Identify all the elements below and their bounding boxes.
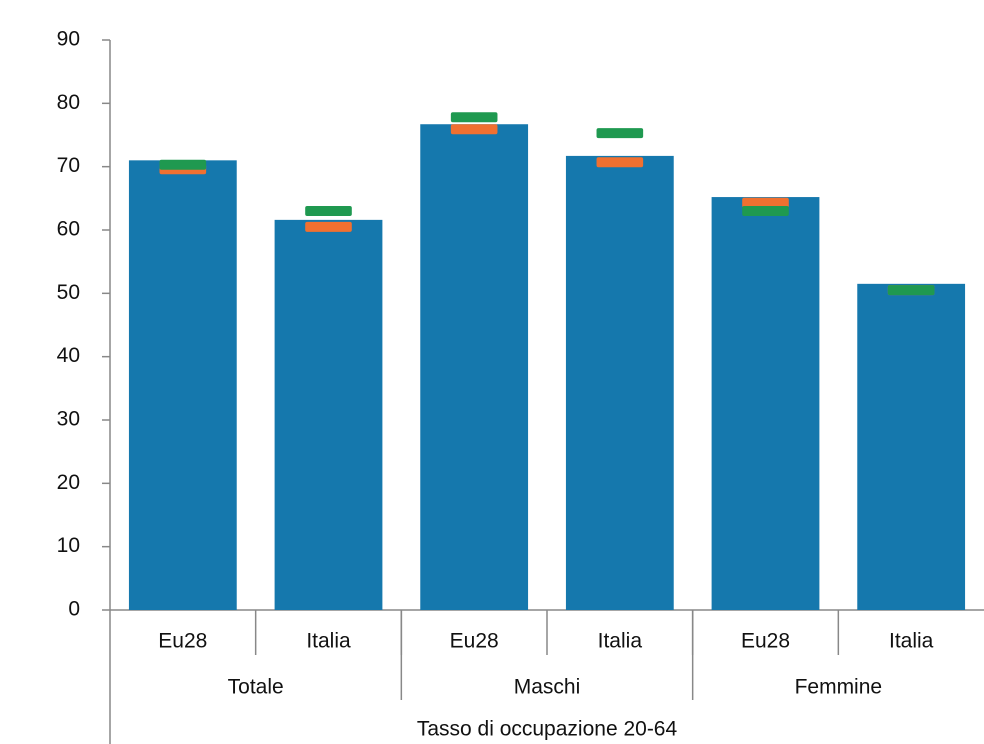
group-label: Maschi <box>514 676 581 699</box>
x-tick-label: Italia <box>306 630 351 653</box>
marker <box>450 112 498 123</box>
marker <box>159 159 207 170</box>
y-tick-label: 40 <box>57 344 80 367</box>
y-tick-label: 70 <box>57 154 80 177</box>
marker <box>305 206 352 216</box>
x-axis-title: Tasso di occupazione 20-64 <box>417 718 678 741</box>
marker <box>596 128 644 139</box>
marker <box>742 206 789 216</box>
y-tick-label: 30 <box>57 408 80 431</box>
y-tick-label: 50 <box>57 281 80 304</box>
bar <box>711 197 820 611</box>
bar <box>565 155 674 610</box>
bar <box>128 160 237 611</box>
x-tick-label: Italia <box>598 630 643 653</box>
marker <box>305 221 352 232</box>
y-tick-label: 60 <box>57 218 80 241</box>
x-tick-label: Eu28 <box>158 630 207 653</box>
y-tick-label: 80 <box>57 91 80 114</box>
group-label: Femmine <box>795 676 883 699</box>
x-tick-label: Italia <box>889 630 934 653</box>
bar <box>857 283 966 610</box>
group-label: Totale <box>228 676 284 699</box>
marker <box>742 197 789 208</box>
bar <box>274 219 383 610</box>
y-tick-label: 90 <box>57 28 80 51</box>
x-tick-label: Eu28 <box>741 630 790 653</box>
y-tick-label: 10 <box>57 534 80 557</box>
y-tick-label: 20 <box>57 471 80 494</box>
x-tick-label: Eu28 <box>450 630 499 653</box>
marker <box>596 157 644 168</box>
marker <box>450 124 498 135</box>
marker <box>887 285 935 296</box>
y-tick-label: 0 <box>68 598 80 621</box>
bar <box>420 124 529 610</box>
